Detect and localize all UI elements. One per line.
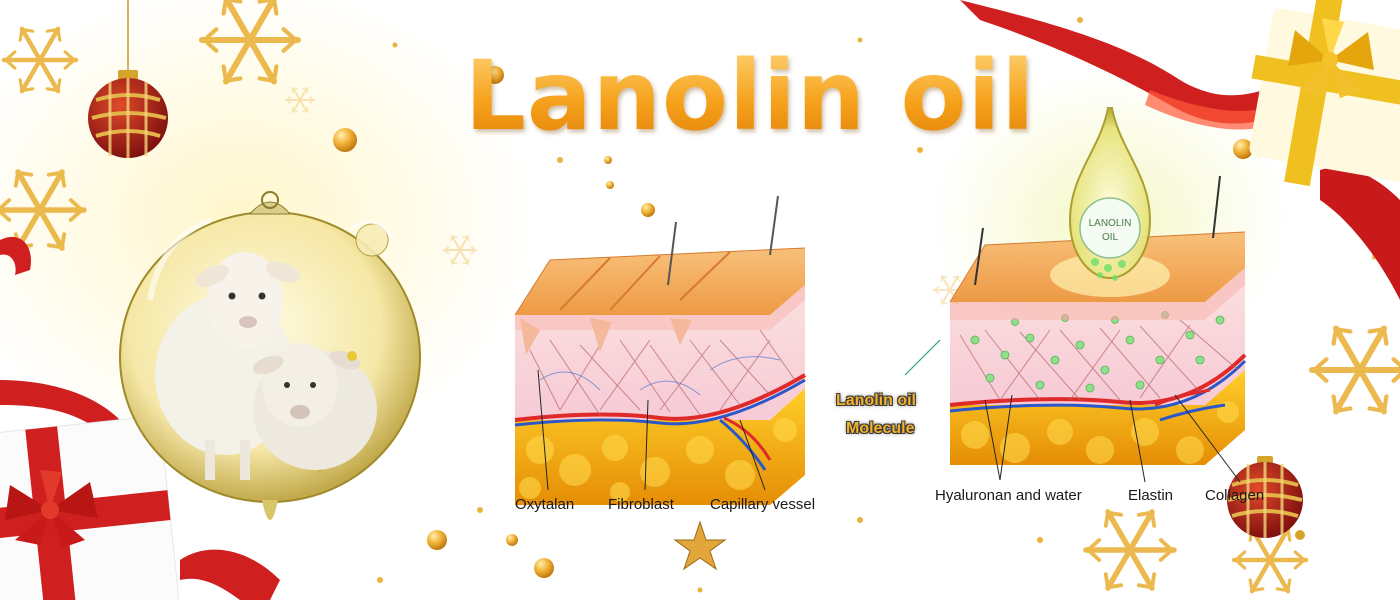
sheep-image <box>155 252 377 480</box>
label-collagen: Collagen <box>1205 487 1265 504</box>
label-molecule-line2: Molecule <box>846 420 915 437</box>
label-hyaluronan: Hyaluronan and water <box>935 487 1082 504</box>
skin-diagram-left <box>514 195 807 505</box>
ornament-icon <box>1227 456 1305 540</box>
label-molecule-line1: Lanolin oil <box>836 392 916 409</box>
star-icon <box>673 520 727 571</box>
ornament-icon <box>88 0 168 158</box>
skin-diagram-right <box>904 175 1247 483</box>
sheep-bubble <box>119 191 421 520</box>
gift-icon <box>0 416 179 600</box>
label-capillary-vessel: Capillary vessel <box>710 496 816 513</box>
label-oxytalan: Oxytalan <box>515 496 575 513</box>
label-fibroblast: Fibroblast <box>608 496 674 513</box>
gift-icon <box>1249 0 1400 187</box>
bottle-label-line1: LANOLIN <box>1089 218 1132 229</box>
label-elastin: Elastin <box>1128 487 1174 504</box>
oil-drop-icon: LANOLIN OIL <box>1068 107 1152 281</box>
bottle-label-line2: OIL <box>1102 232 1119 243</box>
